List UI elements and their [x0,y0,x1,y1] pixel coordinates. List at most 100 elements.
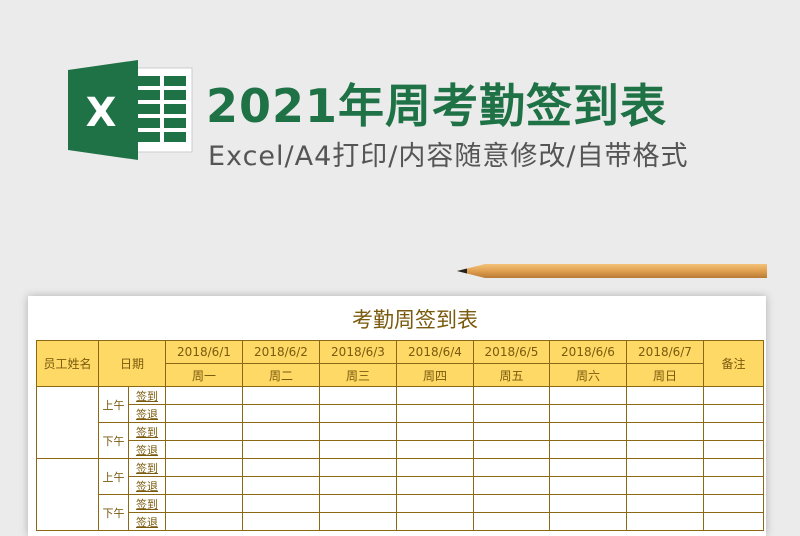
attendance-cell[interactable] [242,494,320,513]
weekday-cell: 周五 [473,363,550,387]
weekday-cell: 周四 [396,363,474,387]
period-cell: 下午 [98,494,129,531]
attendance-cell[interactable] [626,476,704,495]
page-subtitle: Excel/A4打印/内容随意修改/自带格式 [208,141,689,172]
attendance-cell[interactable] [319,494,397,513]
attendance-cell[interactable] [473,422,550,441]
table-row: 签退 [37,440,764,459]
pencil-icon [457,264,767,278]
attendance-cell[interactable] [549,422,627,441]
date-cell: 2018/6/7 [626,340,704,364]
attendance-cell[interactable] [242,512,320,531]
date-cell: 2018/6/4 [396,340,474,364]
attendance-cell[interactable] [242,458,320,477]
sheet-title: 考勤周签到表 [352,308,478,332]
employee-name-cell[interactable] [36,458,99,531]
table-row: 签退 [37,404,764,423]
sign-type-cell: 签到 [128,458,166,477]
table-row: 上午 签到 [36,386,764,459]
attendance-cell[interactable] [319,404,397,423]
sign-type-cell: 签到 [128,422,166,441]
attendance-cell[interactable] [319,512,397,531]
attendance-cell[interactable] [549,512,627,531]
sign-type-cell: 签退 [128,512,166,531]
date-cell: 2018/6/6 [549,340,627,364]
note-cell[interactable] [703,458,764,477]
attendance-cell[interactable] [165,476,243,495]
attendance-cell[interactable] [396,404,474,423]
note-cell[interactable] [703,476,764,495]
header-name: 员工姓名 [36,340,99,387]
attendance-cell[interactable] [396,494,474,513]
attendance-cell[interactable] [626,440,704,459]
attendance-cell[interactable] [165,494,243,513]
attendance-cell[interactable] [473,440,550,459]
svg-text:X: X [86,90,117,136]
weekday-cell: 周日 [626,363,704,387]
header-date: 日期 [98,340,166,387]
attendance-cell[interactable] [549,440,627,459]
attendance-cell[interactable] [319,422,397,441]
attendance-cell[interactable] [165,440,243,459]
attendance-cell[interactable] [473,476,550,495]
period-cell: 上午 [98,386,129,423]
note-cell[interactable] [703,422,764,441]
attendance-cell[interactable] [242,422,320,441]
attendance-cell[interactable] [549,458,627,477]
attendance-cell[interactable] [319,386,397,405]
attendance-cell[interactable] [549,476,627,495]
sign-type-cell: 签退 [128,404,166,423]
attendance-cell[interactable] [473,386,550,405]
table-row: 下午 签到 [37,494,764,531]
attendance-cell[interactable] [626,458,704,477]
attendance-cell[interactable] [165,422,243,441]
attendance-cell[interactable] [319,458,397,477]
period-cell: 下午 [98,422,129,459]
attendance-cell[interactable] [473,404,550,423]
weekday-cell: 周六 [549,363,627,387]
excel-logo-icon: X [68,60,193,160]
attendance-cell[interactable] [396,512,474,531]
date-cell: 2018/6/2 [242,340,320,364]
attendance-cell[interactable] [626,422,704,441]
attendance-cell[interactable] [396,386,474,405]
table-row: 下午 签到 [37,422,764,459]
attendance-cell[interactable] [473,494,550,513]
table-row: 签退 [37,512,764,531]
attendance-cell[interactable] [473,512,550,531]
note-cell[interactable] [703,440,764,459]
attendance-cell[interactable] [473,458,550,477]
attendance-cell[interactable] [165,404,243,423]
attendance-cell[interactable] [396,422,474,441]
attendance-cell[interactable] [549,404,627,423]
weekday-cell: 周二 [242,363,320,387]
note-cell[interactable] [703,494,764,513]
attendance-cell[interactable] [242,476,320,495]
attendance-cell[interactable] [396,458,474,477]
attendance-cell[interactable] [549,494,627,513]
attendance-cell[interactable] [242,440,320,459]
attendance-cell[interactable] [242,404,320,423]
date-cell: 2018/6/1 [165,340,243,364]
attendance-cell[interactable] [165,458,243,477]
note-cell[interactable] [703,386,764,405]
employee-name-cell[interactable] [36,386,99,459]
attendance-cell[interactable] [165,386,243,405]
attendance-cell[interactable] [165,512,243,531]
attendance-cell[interactable] [626,386,704,405]
attendance-cell[interactable] [319,440,397,459]
attendance-cell[interactable] [626,494,704,513]
note-cell[interactable] [703,404,764,423]
attendance-cell[interactable] [242,386,320,405]
attendance-cell[interactable] [396,476,474,495]
table-row: 签退 [37,476,764,495]
attendance-cell[interactable] [549,386,627,405]
attendance-cell[interactable] [396,440,474,459]
attendance-cell[interactable] [319,476,397,495]
sign-type-cell: 签到 [128,494,166,513]
note-cell[interactable] [703,512,764,531]
weekday-cell: 周三 [319,363,397,387]
attendance-cell[interactable] [626,512,704,531]
sign-type-cell: 签退 [128,476,166,495]
attendance-cell[interactable] [626,404,704,423]
